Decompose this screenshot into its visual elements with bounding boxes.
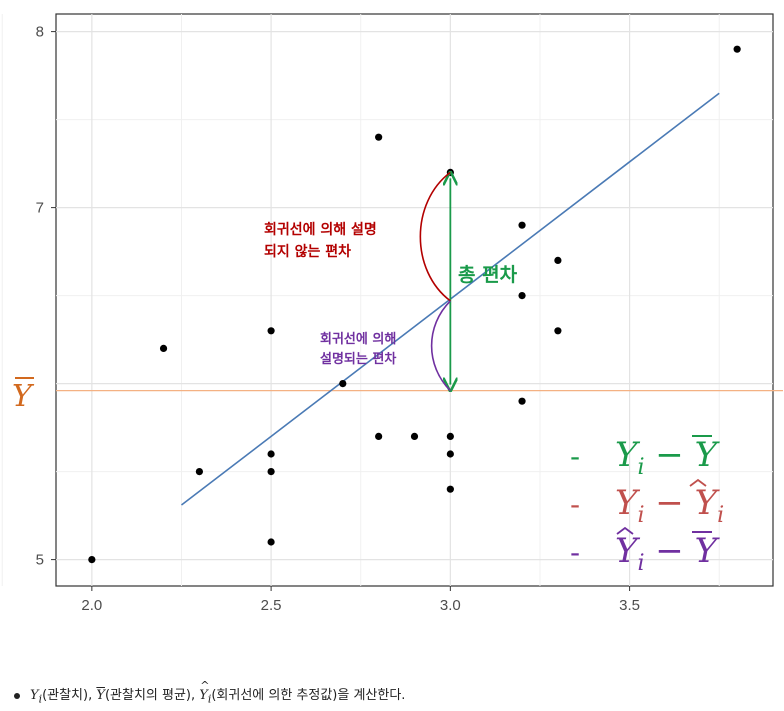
footnote-ybar: Y (96, 688, 105, 703)
legend: - Yi − Y - Yi − Yi - Yi − Y (570, 435, 724, 576)
data-point (195, 468, 203, 476)
svg-text:Yi − Y: Yi − Y (615, 435, 721, 480)
unexplained-deviation-brace (419, 171, 451, 302)
legend-dash-3: - (570, 536, 580, 569)
data-point (446, 432, 454, 440)
scatter-plot: 2.0 2.5 3.0 3.5 5 7 8 회귀선에 의해 설명 되지 않는 편차 회귀선에… (1, 13, 783, 614)
data-point (518, 397, 526, 405)
explained-deviation-brace (430, 300, 451, 392)
y-tick-label: 7 (36, 200, 44, 217)
plot-panel (55, 13, 774, 587)
footnote-ybar-desc: (관찰치의 평균), (104, 688, 196, 703)
x-tick-label: 3.0 (440, 597, 461, 614)
grid-lines (1, 14, 773, 586)
footnote-yhat-desc: (회귀선에 의한 추정값)을 계산한다. (211, 688, 406, 703)
unexplained-label-line1: 회귀선에 의해 설명 (264, 221, 377, 238)
data-point (518, 292, 526, 300)
data-point (446, 485, 454, 493)
data-point (410, 432, 419, 440)
data-point (267, 538, 275, 546)
legend-dash-1: - (570, 440, 580, 473)
svg-text:Yi − Yi: Yi − Yi (615, 483, 724, 528)
data-point (733, 45, 741, 53)
bullet-icon (14, 692, 20, 699)
x-tick-label: 2.0 (81, 597, 102, 614)
footnote-yi-desc: (관찰치) (42, 688, 89, 703)
legend-dash-2: - (570, 488, 580, 521)
y-tick-label: 5 (36, 552, 44, 569)
data-point (267, 327, 275, 335)
footnote: Yi(관찰치), Y(관찰치의 평균), Y ^ i(회귀선에 의한 추정값)을 계… (14, 679, 406, 706)
legend-formula-explained: Yi − Y (615, 526, 721, 576)
data-point (267, 450, 275, 458)
x-tick-label: 3.5 (619, 597, 640, 614)
footnote-yhat: Y ^ i (199, 679, 212, 706)
data-point (375, 432, 383, 440)
data-point (375, 133, 383, 141)
legend-formula-unexplained: Yi − Yi (615, 478, 724, 528)
data-point (518, 221, 526, 229)
x-tick-label: 2.5 (261, 597, 282, 614)
y-tick-label: 8 (36, 24, 44, 41)
axis-ticks: 2.0 2.5 3.0 3.5 5 7 8 (36, 24, 640, 614)
legend-formula-total: Yi − Y (615, 435, 721, 480)
data-point (446, 450, 454, 458)
data-point (554, 327, 562, 335)
data-point (267, 468, 275, 476)
data-points (88, 45, 741, 564)
data-point (554, 256, 562, 264)
unexplained-label-line2: 되지 않는 편차 (264, 243, 351, 260)
footnote-yi: Yi (30, 688, 43, 706)
svg-text:Yi − Y: Yi − Y (615, 531, 721, 576)
data-point (88, 556, 96, 564)
data-point (159, 344, 168, 352)
y-bar-label: Y (12, 379, 35, 414)
explained-label-line2: 설명되는 편차 (320, 351, 396, 367)
data-point (339, 380, 347, 388)
explained-label-line1: 회귀선에 의해 (320, 331, 396, 347)
total-deviation-label: 총 편차 (458, 264, 518, 286)
